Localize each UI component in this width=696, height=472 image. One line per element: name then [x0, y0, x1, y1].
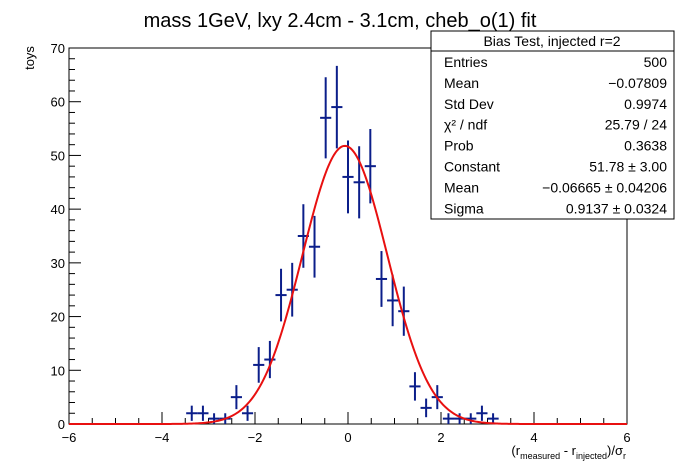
data-point: [387, 274, 399, 327]
stats-box: Bias Test, injected r=2 Entries 500 Mean −0…: [430, 30, 675, 220]
data-point: [320, 77, 332, 159]
stats-row-value: 0.9137 ± 0.0324: [566, 200, 667, 216]
stats-row-label: Entries: [444, 54, 488, 70]
x-label-sub-injected: injected: [576, 451, 607, 461]
stats-row-label: Constant: [444, 159, 500, 175]
y-tick-labels: 0 10 20 30 40 50 60 70: [51, 41, 65, 432]
stats-row-value: −0.07809: [608, 75, 667, 91]
x-tick-label: 4: [530, 430, 537, 445]
data-point: [442, 413, 455, 424]
stats-row-label: Sigma: [444, 200, 484, 216]
y-tick-label: 40: [51, 202, 65, 217]
data-point: [286, 262, 298, 317]
x-label-mid: - r: [560, 443, 577, 458]
stats-row-label: Std Dev: [444, 96, 494, 112]
x-tick-label: 2: [437, 430, 444, 445]
y-tick-label: 60: [51, 95, 65, 110]
data-point: [331, 65, 343, 149]
stats-rows: Entries 500 Mean −0.07809 Std Dev 0.9974 χ² / …: [444, 54, 667, 216]
stats-row-value: 500: [644, 54, 668, 70]
x-label-open: (r: [511, 443, 520, 458]
chart-title: mass 1GeV, lxy 2.4cm - 3.1cm, cheb_o(1) …: [144, 10, 537, 32]
data-point: [241, 405, 254, 421]
stats-row-value: 25.79 / 24: [605, 117, 667, 133]
data-point: [398, 286, 410, 336]
stats-box-frame: [430, 30, 675, 220]
x-label-close: )/σ: [607, 443, 623, 458]
stats-row-label: χ² / ndf: [444, 117, 487, 133]
data-point: [409, 372, 421, 401]
stats-row-label: Mean: [444, 75, 479, 91]
x-tick-label: −4: [155, 430, 170, 445]
x-tick-label: 0: [344, 430, 351, 445]
data-point: [264, 340, 276, 379]
stats-row-value: 51.78 ± 3.00: [589, 159, 667, 175]
data-point: [420, 398, 432, 418]
data-point: [476, 405, 488, 421]
data-point: [487, 413, 499, 424]
stats-row-value: 0.9974: [624, 96, 667, 112]
stats-row-label: Mean: [444, 179, 479, 195]
data-point: [342, 140, 354, 214]
gaussian-fit-curve: [69, 144, 627, 425]
x-axis-label: (rmeasured - rinjected)/σr: [511, 443, 626, 461]
stats-row-value: −0.06665 ± 0.04206: [542, 179, 667, 195]
stats-row-value: 0.3638: [624, 138, 667, 154]
x-tick-labels: −6 −4 −2 0 2 4 6: [62, 430, 631, 445]
data-point: [308, 215, 321, 278]
y-tick-label: 0: [58, 417, 65, 432]
data-point: [275, 268, 287, 322]
data-point: [375, 251, 388, 307]
x-tick-label: 6: [623, 430, 630, 445]
y-tick-label: 10: [51, 363, 65, 378]
data-point: [186, 405, 198, 421]
y-tick-label: 70: [51, 41, 65, 56]
y-tick-label: 20: [51, 310, 65, 325]
stats-box-title: Bias Test, injected r=2: [483, 33, 620, 49]
data-points: [186, 65, 499, 424]
stats-row-label: Prob: [444, 138, 474, 154]
data-point: [230, 385, 242, 410]
x-label-sub-r: r: [623, 451, 626, 461]
y-tick-label: 30: [51, 256, 65, 271]
x-label-sub-measured: measured: [520, 451, 560, 461]
x-tick-label: −2: [248, 430, 263, 445]
y-tick-label: 50: [51, 148, 65, 163]
x-tick-label: −6: [62, 430, 77, 445]
data-point: [197, 405, 209, 421]
data-point: [353, 146, 365, 219]
data-point: [253, 347, 265, 383]
y-axis-label: toys: [22, 46, 37, 70]
